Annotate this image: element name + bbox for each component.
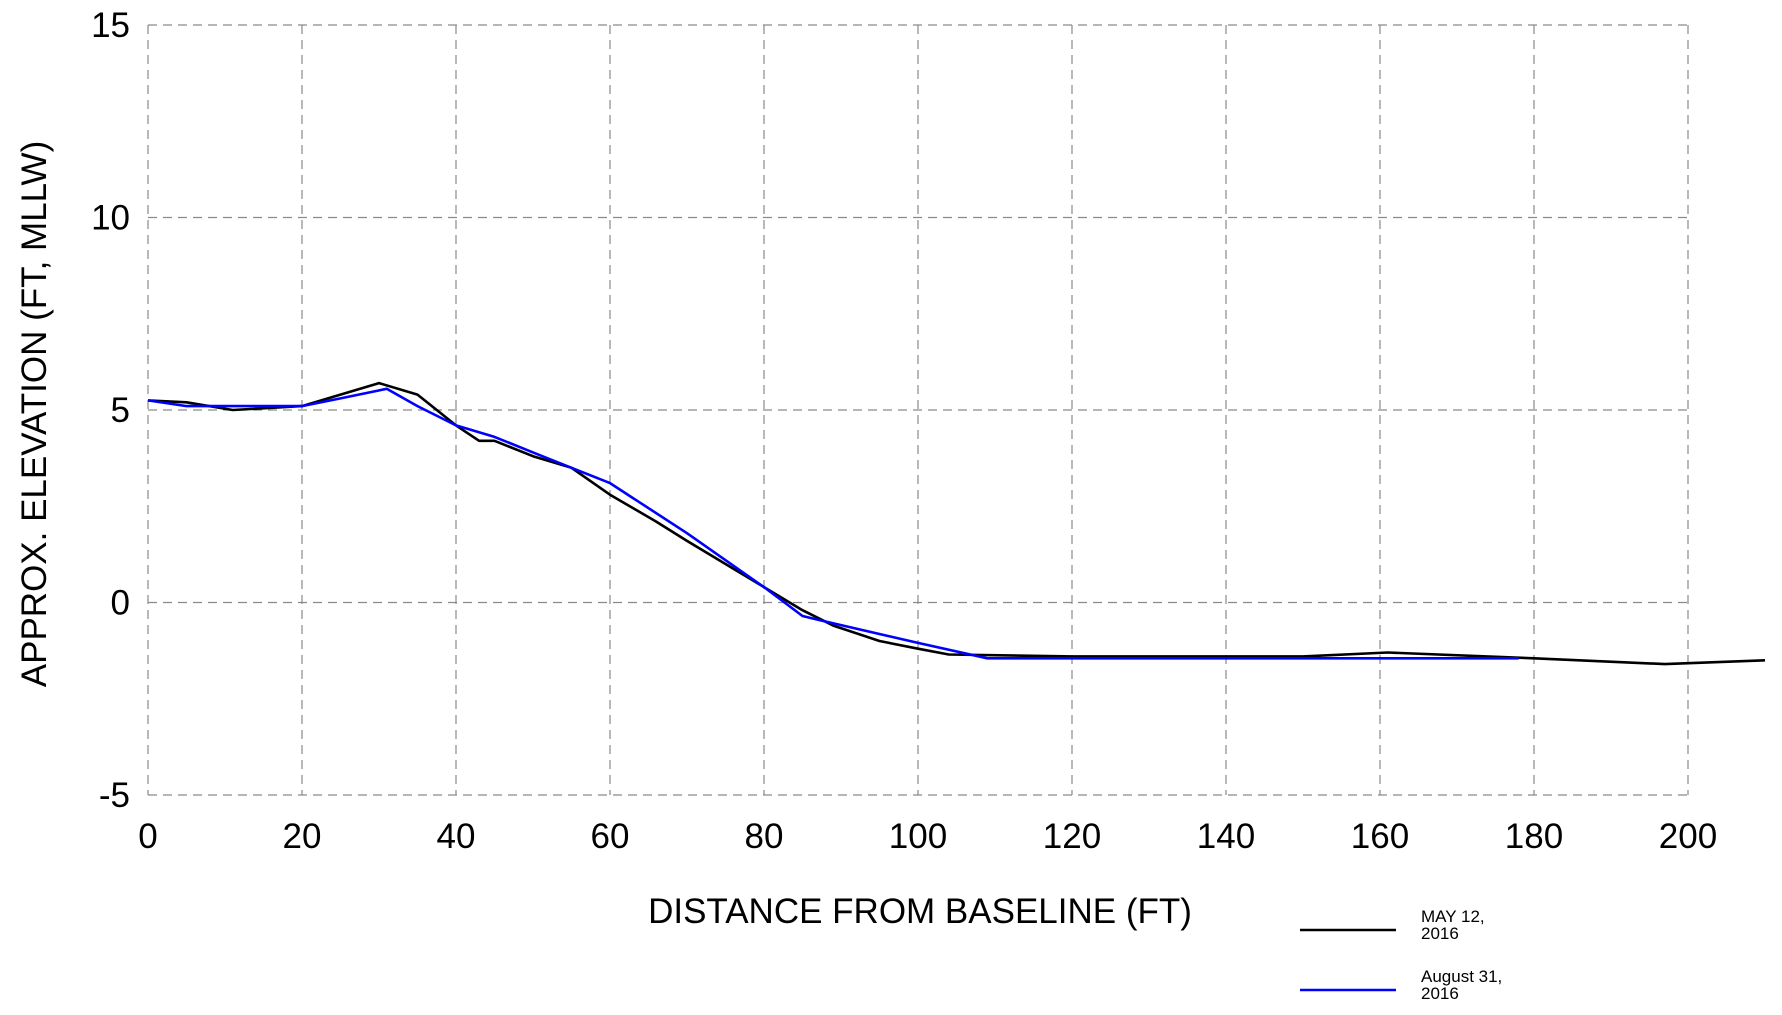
y-tick-label: 10 <box>91 199 130 238</box>
x-tick-label: 80 <box>745 817 784 856</box>
x-tick-label: 40 <box>437 817 476 856</box>
y-tick-label: 15 <box>91 6 130 45</box>
x-tick-label: 100 <box>889 817 947 856</box>
x-tick-label: 120 <box>1043 817 1101 856</box>
x-tick-label: 200 <box>1659 817 1717 856</box>
x-axis-ticks: 0 20 40 60 80 100 120 140 160 180 200 <box>138 817 1717 856</box>
series-lines <box>147 381 1766 666</box>
x-tick-label: 0 <box>138 817 157 856</box>
x-tick-label: 60 <box>591 817 630 856</box>
x-tick-label: 180 <box>1505 817 1563 856</box>
series-line-may-12-2016 <box>147 381 1766 666</box>
y-tick-label: 5 <box>111 391 130 430</box>
y-tick-label: -5 <box>99 776 130 815</box>
grid <box>147 24 1689 796</box>
legend-label: August 31, 2016 <box>1421 967 1502 1003</box>
x-tick-label: 160 <box>1351 817 1409 856</box>
y-axis-ticks: -5 0 5 10 15 <box>91 6 130 815</box>
legend-label: MAY 12, 2016 <box>1421 907 1485 943</box>
legend: MAY 12, 2016 August 31, 2016 <box>1300 907 1502 1003</box>
x-tick-label: 140 <box>1197 817 1255 856</box>
x-axis-title: DISTANCE FROM BASELINE (FT) <box>648 892 1192 931</box>
series-line-august-31-2016 <box>147 387 1519 660</box>
x-tick-label: 20 <box>283 817 322 856</box>
y-axis-title: APPROX. ELEVATION (FT, MLLW) <box>15 141 54 687</box>
y-tick-label: 0 <box>111 584 130 623</box>
